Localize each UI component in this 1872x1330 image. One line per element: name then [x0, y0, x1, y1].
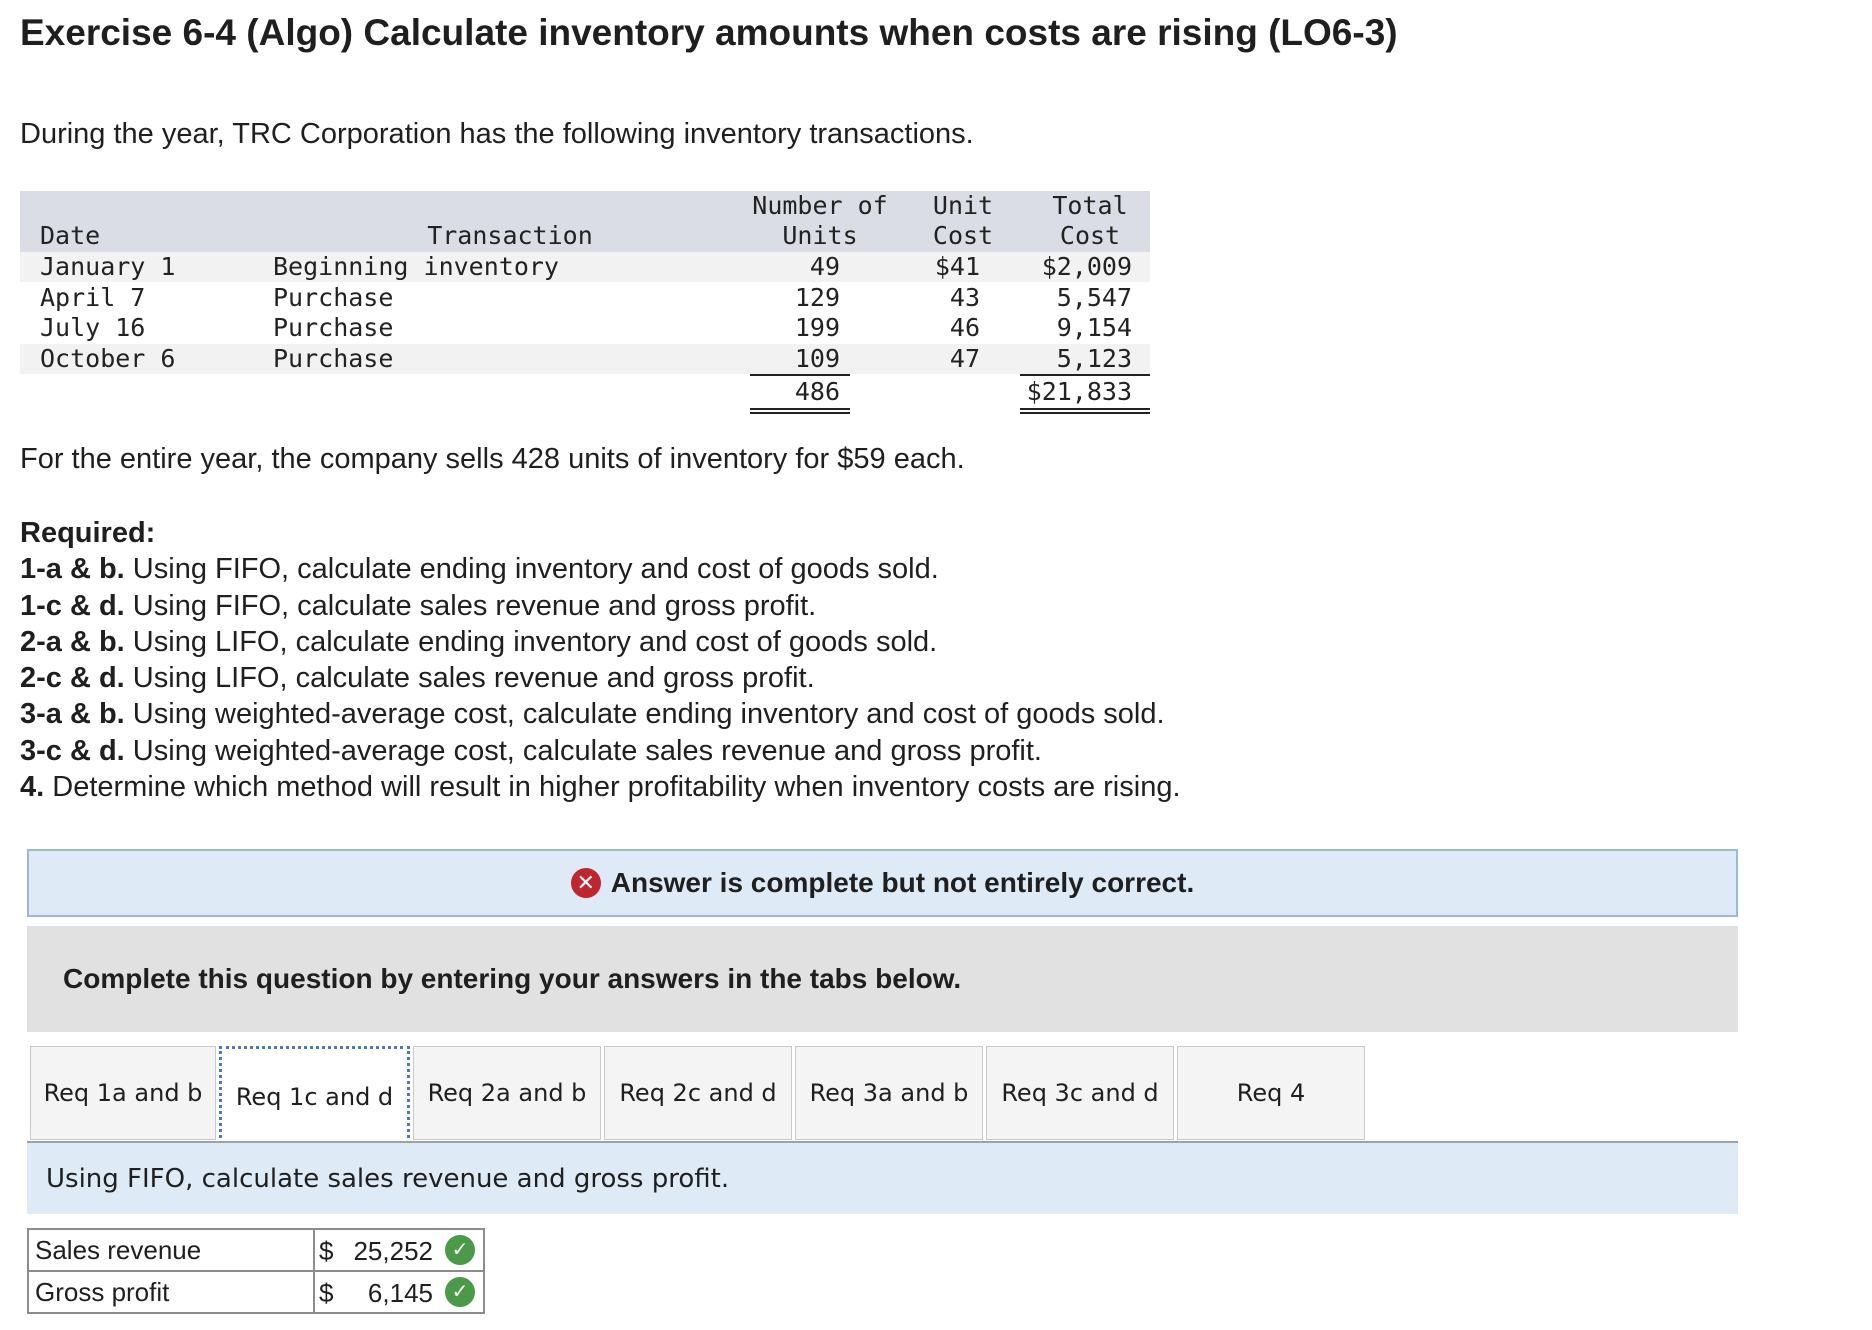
inventory-table: Date Transaction Number of Units Unit Co…: [20, 191, 1150, 414]
subtotal-rule-cost: [1020, 374, 1150, 376]
row-total-cost: 5,547: [1056, 283, 1132, 312]
gross-profit-input[interactable]: $ 6,145 ✓: [313, 1270, 485, 1314]
row-units: 199: [794, 313, 840, 342]
table-row: Gross profit $ 6,145 ✓: [27, 1270, 485, 1314]
currency-symbol: $: [319, 1236, 334, 1266]
sales-statement: For the entire year, the company sells 4…: [20, 443, 965, 475]
required-item-text: Using LIFO, calculate ending inventory a…: [124, 625, 938, 658]
header-total-cost-line1: Total: [1052, 191, 1128, 220]
header-unit-cost-line1: Unit: [932, 191, 994, 220]
check-circle-icon: ✓: [445, 1277, 475, 1307]
total-units: 486: [794, 377, 840, 406]
intro-text: During the year, TRC Corporation has the…: [20, 118, 974, 150]
double-rule-cost: [1020, 412, 1150, 414]
required-item-label: 2-c & d.: [20, 662, 125, 695]
required-item-text: Using weighted-average cost, calculate s…: [124, 734, 1042, 767]
row-date: January 1: [40, 252, 176, 281]
required-item: 1-a & b. Using FIFO, calculate ending in…: [20, 551, 1181, 587]
x-circle-icon: ✕: [570, 868, 601, 898]
required-item-text: Using FIFO, calculate ending inventory a…: [124, 553, 939, 586]
row-units: 49: [809, 252, 840, 281]
double-rule-units: [750, 408, 850, 410]
row-unit-cost: 46: [949, 313, 980, 342]
required-item-text: Determine which method will result in hi…: [44, 771, 1181, 804]
required-item-label: 1-c & d.: [20, 589, 125, 622]
tabs-divider: [27, 1141, 1738, 1143]
tab-req-3c-and-d[interactable]: Req 3c and d: [986, 1046, 1174, 1140]
table-row: Sales revenue $ 25,252 ✓: [27, 1228, 485, 1272]
row-band: [20, 252, 1150, 282]
row-date: October 6: [40, 344, 176, 373]
row-total-cost: 9,154: [1056, 313, 1132, 342]
row-transaction: Purchase: [273, 344, 394, 373]
page-title: Exercise 6-4 (Algo) Calculate inventory …: [20, 12, 1398, 53]
answer-status-banner: ✕ Answer is complete but not entirely co…: [27, 849, 1738, 917]
required-item-label: 3-c & d.: [20, 734, 125, 767]
row-unit-cost: $41: [934, 252, 980, 281]
tab-req-1c-and-d[interactable]: Req 1c and d: [219, 1046, 410, 1144]
row-units: 109: [794, 344, 840, 373]
required-item: 2-a & b. Using LIFO, calculate ending in…: [20, 624, 1181, 660]
currency-symbol: $: [319, 1278, 334, 1308]
answer-label: Sales revenue: [27, 1228, 315, 1272]
row-unit-cost: 43: [949, 283, 980, 312]
tab-req-1a-and-b[interactable]: Req 1a and b: [30, 1046, 216, 1140]
required-item: 3-c & d. Using weighted-average cost, ca…: [20, 733, 1181, 769]
header-total-cost-line2: Cost: [1059, 221, 1121, 250]
subtotal-rule-units: [750, 374, 850, 376]
required-item-label: 3-a & b.: [20, 698, 125, 731]
sales-revenue-input[interactable]: $ 25,252 ✓: [313, 1228, 485, 1272]
row-date: April 7: [40, 283, 146, 312]
required-item: 1-c & d. Using FIFO, calculate sales rev…: [20, 588, 1181, 624]
header-units-line2: Units: [782, 221, 858, 250]
row-transaction: Beginning inventory: [273, 252, 559, 281]
inventory-table-header: [20, 191, 1150, 252]
answer-value: 6,145: [367, 1278, 433, 1308]
row-transaction: Purchase: [273, 283, 394, 312]
required-item-label: 1-a & b.: [20, 553, 125, 586]
tab-panel-prompt-text: Using FIFO, calculate sales revenue and …: [46, 1163, 730, 1194]
tab-req-2c-and-d[interactable]: Req 2c and d: [604, 1046, 792, 1140]
instruction-bar: Complete this question by entering your …: [27, 926, 1738, 1032]
required-item-label: 4.: [20, 771, 45, 804]
required-item-label: 2-a & b.: [20, 625, 125, 658]
answer-label: Gross profit: [27, 1270, 315, 1314]
required-item: 2-c & d. Using LIFO, calculate sales rev…: [20, 660, 1181, 696]
answer-status-text: Answer is complete but not entirely corr…: [610, 867, 1195, 898]
required-item-text: Using LIFO, calculate sales revenue and …: [124, 662, 815, 695]
double-rule-cost: [1020, 408, 1150, 410]
required-item: 3-a & b. Using weighted-average cost, ca…: [20, 696, 1181, 732]
row-units: 129: [794, 283, 840, 312]
tab-req-3a-and-b[interactable]: Req 3a and b: [795, 1046, 983, 1140]
total-cost: $21,833: [1026, 377, 1132, 406]
row-total-cost: 5,123: [1056, 344, 1132, 373]
required-section: Required: 1-a & b. Using FIFO, calculate…: [20, 515, 1181, 805]
row-band: [20, 344, 1150, 374]
row-date: July 16: [40, 313, 146, 342]
header-date: Date: [40, 221, 101, 250]
header-units-line1: Number of: [752, 191, 888, 220]
row-unit-cost: 47: [949, 344, 980, 373]
header-transaction: Transaction: [427, 221, 593, 250]
required-item-text: Using FIFO, calculate sales revenue and …: [124, 589, 817, 622]
tab-req-4[interactable]: Req 4: [1177, 1046, 1365, 1140]
check-circle-icon: ✓: [445, 1235, 475, 1265]
required-item: 4. Determine which method will result in…: [20, 769, 1181, 805]
row-total-cost: $2,009: [1041, 252, 1132, 281]
double-rule-units: [750, 412, 850, 414]
answer-value: 25,252: [353, 1236, 433, 1266]
tab-req-2a-and-b[interactable]: Req 2a and b: [413, 1046, 601, 1140]
instruction-text: Complete this question by entering your …: [63, 963, 962, 994]
required-title: Required:: [20, 517, 156, 549]
row-transaction: Purchase: [273, 313, 394, 342]
tab-panel-prompt: Using FIFO, calculate sales revenue and …: [27, 1143, 1738, 1214]
answer-table: Sales revenue $ 25,252 ✓ Gross profit $ …: [27, 1228, 485, 1314]
header-unit-cost-line2: Cost: [932, 221, 994, 250]
required-item-text: Using weighted-average cost, calculate e…: [124, 698, 1165, 731]
